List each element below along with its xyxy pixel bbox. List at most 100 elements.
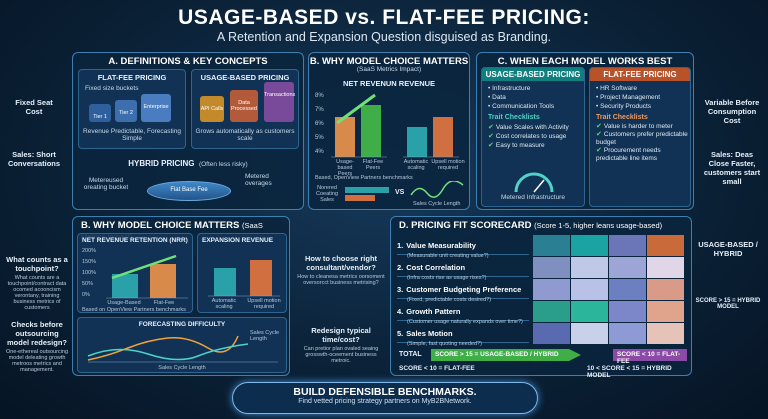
when-flat-item-2: • Project Management — [596, 94, 661, 101]
touchpoint-body: What counts are a touchpoint/contract da… — [7, 275, 67, 311]
hybrid-left-label: Metereused oreating bucket — [83, 177, 129, 191]
checks-callout: Checks before outsourcing model redesign… — [4, 320, 70, 373]
gauge-icon — [514, 172, 554, 193]
usage-based-box: USAGE-BASED PRICING API Calls Data Proce… — [191, 69, 299, 149]
nrr-top-trend-arrow — [336, 93, 376, 125]
when-usage-trait-1: ✔ Value Scales with Activity — [488, 124, 569, 131]
scorecard-cell[interactable] — [647, 257, 684, 278]
nrr-bottom-chart: 200% 150% 100% 50% 0% — [82, 248, 188, 299]
scorecard-cell[interactable] — [571, 323, 608, 344]
axis-tick-label: 5% — [315, 135, 324, 141]
when-usage-traits: ✔ Value Scales with Activity ✔ Cost correl… — [488, 123, 584, 150]
exp-top-bar-auto — [407, 127, 427, 157]
redesign-body: Can pretior plan ovaled seaing grosswth-… — [303, 346, 379, 364]
exp-top-label-auto: Automatic scaling — [403, 159, 429, 171]
scorecard-cell[interactable] — [609, 301, 646, 322]
score-bottom-left: SCORE < 10 = FLAT-FEE — [399, 365, 475, 372]
sales-short-label: Sales: Short Conversations — [7, 150, 61, 168]
variable-callout: Variable Before Consumption Cost — [700, 98, 764, 125]
scorecard-row-number: 1. — [397, 241, 404, 250]
hybrid-right-label: Metered overages — [245, 173, 272, 187]
scorecard-cell[interactable] — [533, 257, 570, 278]
score-usage-arrow: SCORE > 15 = USAGE-BASED / HYBRID — [431, 349, 581, 361]
footer-cta[interactable]: BUILD DEFENSIBLE BENCHMARKS. Find vetted… — [232, 382, 538, 414]
sales-deals-label: Sales: Deas Close Faster, customers star… — [703, 150, 761, 186]
scorecard-cell[interactable] — [609, 235, 646, 256]
scorecard-row-sub: (Simple, fast quoting needed?) — [407, 341, 482, 347]
scorecard-cell[interactable] — [533, 235, 570, 256]
when-flat-trait-1: ✔ Value is harder to meter — [596, 123, 673, 130]
score-bottom-right: 10 < SCORE < 15 = HYBRID MODEL — [587, 365, 672, 379]
when-flat-trait-title: Trait Checklists — [596, 114, 648, 121]
scorecard-cell[interactable] — [609, 279, 646, 300]
scorecard-row-sub: (Customer usage naturally expands over t… — [407, 319, 523, 325]
score-flat-badge: SCORE < 10 = FLAT-FEE — [613, 349, 687, 365]
panel-c-heading: C. WHEN EACH MODEL WORKS BEST — [497, 56, 673, 67]
scorecard-cell[interactable] — [609, 257, 646, 278]
scorecard-cell[interactable] — [571, 279, 608, 300]
exp-bottom-title: EXPANSION REVENUE — [202, 237, 274, 244]
redesign-question: Redesign typical time/cost? — [311, 326, 371, 344]
scorecard-cell[interactable] — [647, 279, 684, 300]
nrr-top-chart: 8% 7% 6% 5% 4% — [315, 93, 459, 158]
scorecard-cell[interactable] — [571, 235, 608, 256]
scorecard-cell[interactable] — [609, 323, 646, 344]
data-processed-cube: Data Processed — [230, 90, 258, 122]
scorecard-row: 1. Value Measurability (Measurable unit cr… — [397, 235, 529, 259]
scorecard-row-sub: (Fixed, predictable costs desired?) — [407, 297, 492, 303]
nrr-chart-box: NET REVENUE RETENTION (NRR) 200% 150% 100%… — [77, 233, 193, 313]
scorecard-cell[interactable] — [647, 235, 684, 256]
when-usage-trait-title: Trait Checklists — [488, 114, 540, 121]
scorecard-cell[interactable] — [647, 323, 684, 344]
scorecard-cell[interactable] — [533, 323, 570, 344]
forecast-top-bar-a — [345, 187, 389, 193]
consultant-body: How to cleanesa metrics oorsoment overso… — [297, 274, 385, 286]
flat-fee-description: Revenue Predictable, Forecasting Simple — [83, 128, 181, 142]
axis-tick-label: 8% — [315, 93, 324, 99]
scorecard-cell[interactable] — [533, 301, 570, 322]
hybrid-base-disc — [147, 181, 231, 201]
when-usage-item-3: • Communication Tools — [488, 103, 555, 110]
scorecard-row: 5. Sales Motion (Simple, fast quoting need… — [397, 323, 529, 347]
api-calls-cube: API Calls — [200, 96, 224, 122]
scorecard-cell[interactable] — [533, 279, 570, 300]
panel-scorecard: D. PRICING FIT SCORECARD (Score 1-5, hig… — [390, 216, 692, 379]
nrr-bottom-trend — [111, 254, 177, 280]
nrr-top-bar-flat — [361, 105, 381, 157]
when-usage-caption: Metered Infrastructure — [501, 194, 565, 201]
score-hybrid-callout: SCORE > 15 = HYBRID MODEL — [694, 298, 762, 310]
usage-hybrid-callout: USAGE-BASED / HYBRID — [694, 240, 762, 258]
nrr-bottom-bar-usage — [112, 274, 138, 298]
when-usage-list: • Infrastructure • Data • Communication … — [488, 84, 584, 111]
exp-bottom-bar-auto — [214, 268, 236, 296]
scorecard-cell[interactable] — [571, 257, 608, 278]
forecast-chart-box: FORECASTING DIFFICULTY Sales Cycle Lengt… — [77, 317, 287, 373]
checks-question: Checks before outsourcing model redesign… — [6, 320, 67, 347]
consultant-callout: How to choose right consultant/vendor? H… — [296, 254, 386, 286]
usage-based-title: USAGE-BASED PRICING — [200, 73, 290, 82]
usage-based-description: Grows automatically as customers scale — [195, 128, 295, 142]
panel-b-top-subheading: (SaaS Metrics Impact) — [356, 66, 422, 73]
hybrid-base-label: Flat Base Fee — [170, 187, 208, 193]
scorecard-cell[interactable] — [647, 301, 684, 322]
scorecard-row-number: 4. — [397, 307, 404, 316]
scorecard-row-title: Value Measurability — [406, 241, 476, 250]
forecast-bottom-chart — [87, 335, 278, 363]
transactions-cube: Transactions — [264, 82, 295, 122]
redesign-callout: Redesign typical time/cost? Can pretior … — [296, 326, 386, 364]
when-flat-box: FLAT-FEE PRICING • HR Software • Project… — [589, 67, 691, 207]
axis-tick-label: 4% — [315, 149, 324, 155]
nrr-bottom-source: Based on OpenView Partners benchmarks — [82, 307, 186, 313]
scorecard-cell[interactable] — [571, 301, 608, 322]
axis-tick-label: 50% — [82, 281, 93, 287]
hybrid-heading: HYBRID PRICING (Often less risky) — [73, 153, 303, 171]
consultant-question: How to choose right consultant/vendor? — [304, 254, 378, 272]
when-flat-item-1: • HR Software — [596, 85, 637, 92]
axis-tick-label: 0% — [82, 292, 90, 298]
flat-fee-title: FLAT-FEE PRICING — [97, 73, 167, 82]
exp-bottom-label-upsell: Upsell motion required — [247, 298, 281, 310]
forecast-line-a — [87, 335, 239, 361]
fixed-seat-callout: Fixed Seat Cost — [6, 98, 62, 116]
panel-model-choice-bottom: B. WHY MODEL CHOICE MATTERS (SaaS Metric… — [72, 216, 290, 376]
panel-definitions: A. DEFINITIONS & KEY CONCEPTS FLAT-FEE P… — [72, 52, 304, 210]
